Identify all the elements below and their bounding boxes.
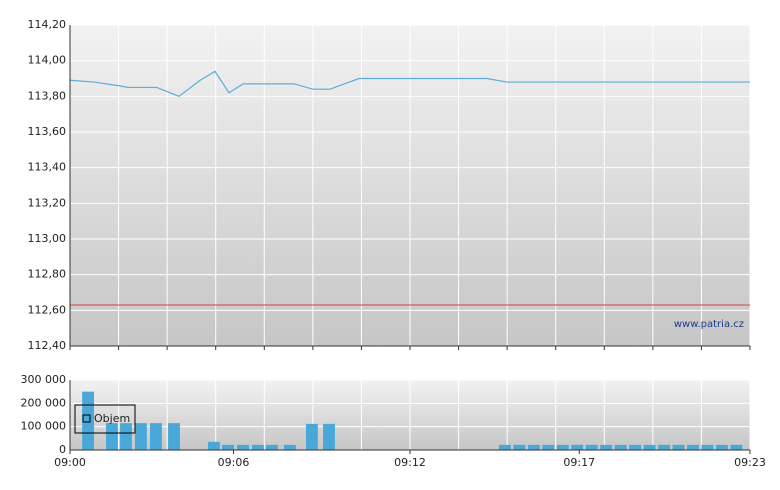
y-tick-label: 200 000 <box>21 396 67 409</box>
volume-bar <box>614 444 627 450</box>
volume-bar <box>168 423 180 450</box>
volume-bar <box>106 423 118 450</box>
x-tick-label: 09:06 <box>218 456 250 469</box>
volume-bar <box>237 444 249 450</box>
volume-bar <box>283 444 296 450</box>
price-line <box>69 70 750 98</box>
y-tick-label: 113,40 <box>28 161 67 174</box>
volume-bar <box>600 444 613 450</box>
y-tick-label: 112,40 <box>28 339 67 352</box>
y-tick-label: 113,20 <box>28 196 67 209</box>
volume-bar <box>687 444 699 450</box>
volume-bar <box>585 444 598 450</box>
volume-bar <box>542 444 555 450</box>
y-tick-label: 113,60 <box>28 125 67 138</box>
legend-swatch <box>82 414 91 423</box>
watermark: www.patria.cz <box>674 319 744 330</box>
y-tick-label: 113,00 <box>28 232 67 245</box>
volume-bar <box>556 444 569 450</box>
volume-bar <box>672 444 685 450</box>
volume-bar <box>222 444 234 450</box>
volume-bar <box>513 444 526 450</box>
volume-bar <box>730 444 743 450</box>
volume-bar <box>716 444 728 450</box>
legend-box <box>74 404 136 434</box>
volume-bar <box>571 444 584 450</box>
volume-bar <box>629 444 642 450</box>
volume-bar <box>208 441 220 450</box>
volume-bar <box>323 423 335 450</box>
x-tick-label: 09:00 <box>54 456 86 469</box>
volume-bar <box>527 444 540 450</box>
y-tick-label: 114,20 <box>28 18 67 31</box>
y-tick-label: 114,00 <box>28 54 67 67</box>
y-tick-label: 0 <box>59 443 66 456</box>
volume-bar <box>252 444 264 450</box>
y-tick-label: 112,80 <box>28 268 67 281</box>
x-tick-label: 09:12 <box>394 456 426 469</box>
x-tick-label: 09:23 <box>734 456 766 469</box>
volume-bar <box>150 423 162 450</box>
volume-bar <box>701 444 714 450</box>
volume-bar <box>305 423 318 450</box>
volume-bar <box>134 423 147 450</box>
y-tick-label: 100 000 <box>21 420 67 433</box>
volume-bar <box>266 444 278 450</box>
volume-bar <box>82 391 95 450</box>
y-tick-label: 113,80 <box>28 89 67 102</box>
volume-bar <box>120 423 132 450</box>
volume-bar <box>658 444 670 450</box>
x-tick-label: 09:17 <box>563 456 595 469</box>
volume-bar <box>643 444 656 450</box>
legend-label: Objem <box>94 412 130 425</box>
y-tick-label: 112,60 <box>28 303 67 316</box>
volume-bar <box>498 444 511 450</box>
y-tick-label: 300 000 <box>21 373 67 386</box>
